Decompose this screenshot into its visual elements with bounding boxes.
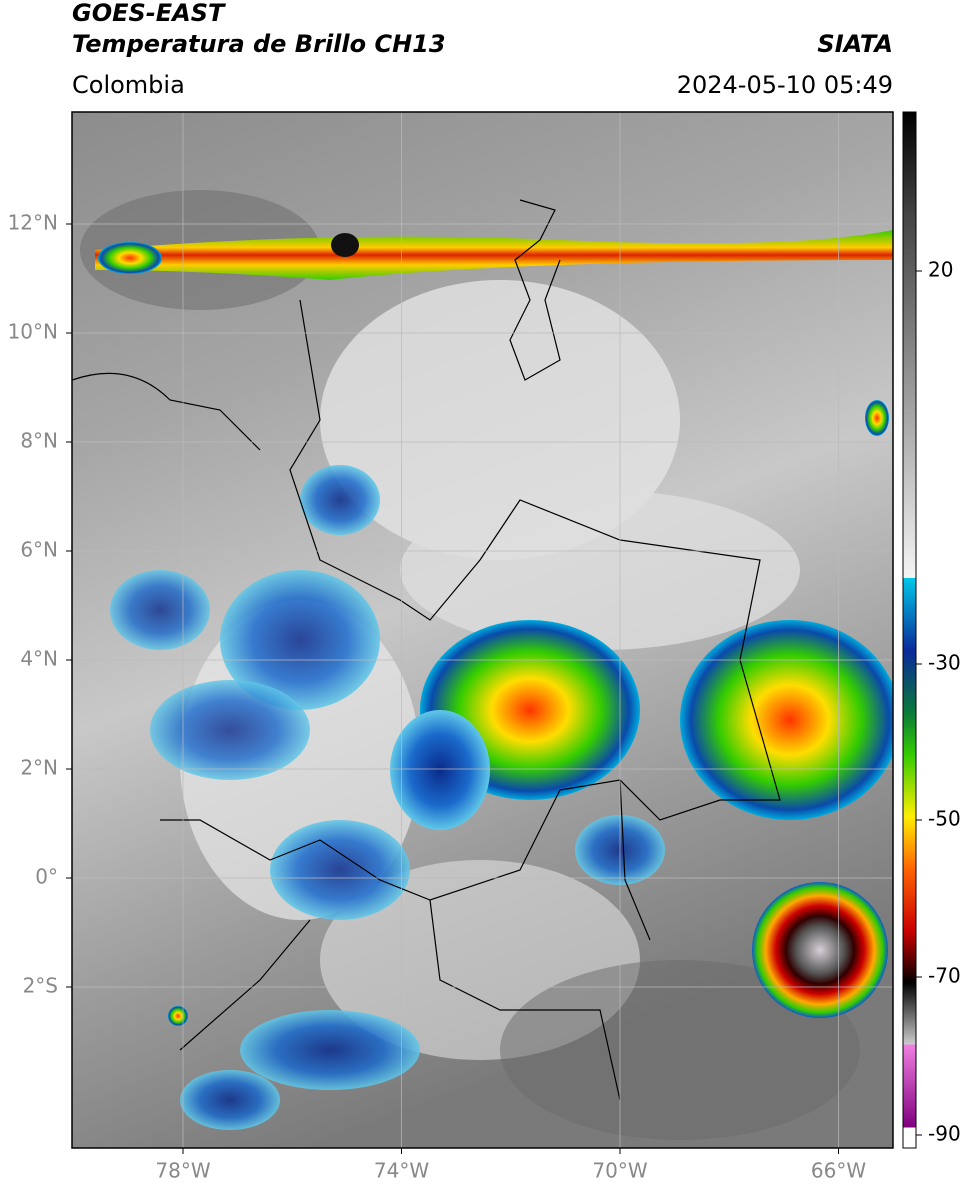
lat-tick-label: 0° — [35, 865, 58, 889]
colorbar — [902, 111, 917, 1149]
lat-tick-label: 6°N — [20, 538, 58, 562]
colorbar-label: -50 — [928, 807, 961, 831]
datetime: 2024-05-10 05:49 — [677, 71, 893, 99]
lat-tick-label: 8°N — [20, 429, 58, 453]
colorbar-label: -70 — [928, 964, 961, 988]
lat-tick-label: 2°N — [20, 756, 58, 780]
lon-tick-label: 74°W — [374, 1159, 429, 1183]
lon-tick-label: 70°W — [592, 1159, 647, 1183]
lat-tick-label: 12°N — [8, 211, 58, 235]
source: SIATA — [817, 30, 893, 58]
colorbar-label: -30 — [928, 651, 961, 675]
satellite-image — [72, 112, 893, 1148]
map-frame — [71, 111, 894, 1149]
colorbar-label: 20 — [928, 258, 953, 282]
lat-tick-label: 4°N — [20, 647, 58, 671]
colorbar-label: -90 — [928, 1122, 961, 1146]
lat-tick-label: 2°S — [23, 974, 58, 998]
lon-tick-label: 66°W — [811, 1159, 866, 1183]
lon-tick-label: 78°W — [155, 1159, 210, 1183]
lat-tick-label: 10°N — [8, 320, 58, 344]
region: Colombia — [72, 71, 185, 99]
subtitle: Temperatura de Brillo CH13 — [72, 30, 446, 58]
title: GOES-EAST — [72, 0, 226, 27]
